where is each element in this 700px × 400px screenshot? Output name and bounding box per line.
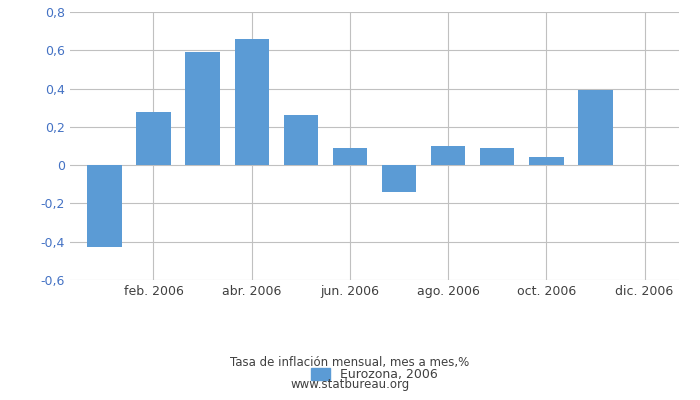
Legend: Eurozona, 2006: Eurozona, 2006 xyxy=(307,363,442,386)
Text: www.statbureau.org: www.statbureau.org xyxy=(290,378,410,391)
Bar xyxy=(284,115,318,165)
Text: Tasa de inflación mensual, mes a mes,%: Tasa de inflación mensual, mes a mes,% xyxy=(230,356,470,369)
Bar xyxy=(234,39,269,165)
Bar xyxy=(480,148,514,165)
Bar xyxy=(382,165,416,192)
Bar xyxy=(578,90,612,165)
Bar xyxy=(431,146,466,165)
Bar xyxy=(529,158,564,165)
Bar xyxy=(186,52,220,165)
Bar xyxy=(88,165,122,248)
Bar xyxy=(136,112,171,165)
Bar xyxy=(332,148,367,165)
